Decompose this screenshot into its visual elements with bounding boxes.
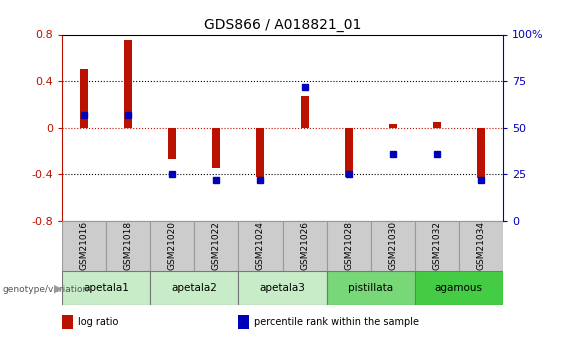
Bar [389, 124, 397, 128]
Bar [327, 221, 371, 271]
Bar [194, 221, 238, 271]
Bar [62, 315, 73, 329]
Bar [150, 271, 238, 305]
Bar [238, 315, 250, 329]
Text: GSM21020: GSM21020 [168, 221, 177, 270]
Bar [345, 128, 353, 177]
Bar [124, 40, 132, 128]
Bar [371, 221, 415, 271]
Bar [459, 221, 503, 271]
Bar [327, 271, 415, 305]
Bar [415, 221, 459, 271]
Bar [106, 221, 150, 271]
Text: percentile rank within the sample: percentile rank within the sample [254, 317, 419, 327]
Text: pistillata: pistillata [348, 283, 393, 293]
Bar [168, 128, 176, 159]
Text: apetala1: apetala1 [83, 283, 129, 293]
Text: GSM21028: GSM21028 [344, 221, 353, 270]
Bar [212, 128, 220, 168]
Title: GDS866 / A018821_01: GDS866 / A018821_01 [204, 18, 361, 32]
Bar [238, 271, 327, 305]
Text: agamous: agamous [435, 283, 483, 293]
Bar [80, 69, 88, 128]
Text: GSM21018: GSM21018 [124, 221, 133, 270]
Text: GSM21016: GSM21016 [80, 221, 89, 270]
Bar [282, 221, 327, 271]
Text: apetala2: apetala2 [171, 283, 218, 293]
Bar [301, 96, 308, 128]
Bar [433, 122, 441, 128]
Bar [150, 221, 194, 271]
Text: GSM21032: GSM21032 [432, 221, 441, 270]
Text: GSM21022: GSM21022 [212, 221, 221, 270]
Bar [62, 271, 150, 305]
Text: GSM21026: GSM21026 [300, 221, 309, 270]
Text: GSM21034: GSM21034 [476, 221, 485, 270]
Bar [477, 128, 485, 178]
Text: GSM21030: GSM21030 [388, 221, 397, 270]
Text: genotype/variation: genotype/variation [2, 285, 89, 294]
Text: GSM21024: GSM21024 [256, 221, 265, 270]
Text: apetala3: apetala3 [259, 283, 306, 293]
Text: ▶: ▶ [54, 284, 63, 294]
Bar [415, 271, 503, 305]
Bar [257, 128, 264, 177]
Bar [238, 221, 282, 271]
Text: log ratio: log ratio [77, 317, 118, 327]
Bar [62, 221, 106, 271]
